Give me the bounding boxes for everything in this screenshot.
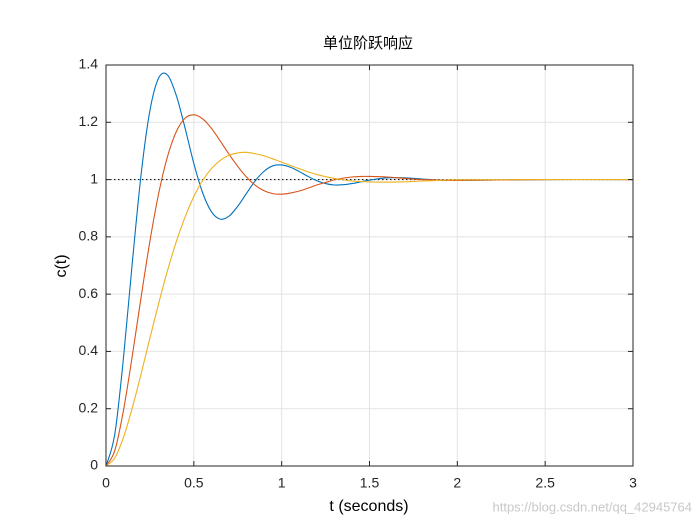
x-tick-label: 1 [278, 475, 286, 491]
x-tick-label: 3 [629, 475, 637, 491]
y-tick-label: 1.4 [79, 56, 99, 72]
watermark: https://blog.csdn.net/qq_42945764 [493, 499, 693, 514]
tick-layer: 0 0.5 1 1.5 2 2.5 3 0 0.2 0.4 0.6 0.8 1 1.2 1.4 [79, 56, 638, 491]
chart-title: 单位阶跃响应 [323, 34, 413, 52]
y-tick-label: 1 [90, 170, 98, 186]
response-line [105, 72, 634, 467]
y-tick-label: 0.6 [79, 285, 99, 301]
x-tick-label: 0.5 [184, 475, 204, 491]
y-tick-label: 0 [90, 457, 98, 473]
response-line [105, 114, 634, 467]
line-layer [105, 72, 634, 467]
y-tick-label: 0.2 [79, 399, 99, 415]
x-tick-label: 2.5 [535, 475, 555, 491]
x-tick-label: 1.5 [360, 475, 380, 491]
y-axis-label: c(t) [53, 254, 70, 277]
response-line [105, 151, 634, 467]
x-axis-label: t (seconds) [329, 498, 408, 515]
y-tick-label: 1.2 [79, 113, 99, 129]
y-tick-label: 0.4 [79, 342, 99, 358]
y-tick-label: 0.8 [79, 228, 99, 244]
x-tick-label: 0 [102, 475, 110, 491]
x-tick-label: 2 [453, 475, 461, 491]
